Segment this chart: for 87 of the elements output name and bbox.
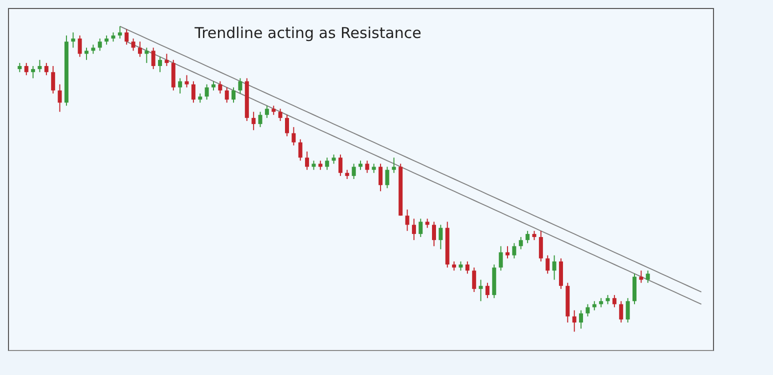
candlestick — [204, 84, 209, 100]
candlestick — [332, 154, 336, 164]
candlestick — [506, 246, 510, 259]
candlestick — [24, 62, 28, 76]
annotation: Trendline acting as Resistance — [194, 24, 422, 42]
candlestick — [619, 300, 624, 324]
candlestick — [272, 105, 276, 116]
candlestick — [606, 294, 610, 305]
candlestick — [151, 47, 156, 70]
candlestick — [38, 59, 42, 73]
candlestick — [372, 163, 376, 174]
candlestick — [639, 270, 644, 284]
candlestick — [412, 218, 416, 241]
candlestick — [425, 218, 430, 228]
candlestick — [552, 254, 556, 280]
candlestick — [124, 28, 129, 46]
candlestick — [392, 157, 396, 174]
candlestick — [512, 242, 516, 259]
candlestick — [292, 126, 296, 146]
candlestick — [238, 78, 242, 94]
candlestick — [472, 267, 476, 292]
candlestick — [465, 260, 470, 274]
candlestick — [572, 310, 576, 332]
candlestick — [218, 80, 222, 94]
candlestick — [418, 218, 423, 238]
candlestick — [438, 224, 443, 250]
candlestick — [526, 230, 530, 244]
candlestick — [532, 230, 536, 241]
candlestick — [452, 260, 456, 272]
candlestick — [284, 114, 289, 137]
candlestick — [118, 26, 122, 40]
candlestick — [131, 38, 136, 52]
candlestick — [111, 32, 116, 42]
candlestick — [232, 86, 236, 104]
candlestick — [305, 151, 310, 170]
candlestick — [405, 209, 410, 232]
candlestick — [211, 80, 216, 91]
candlestick — [18, 62, 22, 73]
candlestick — [478, 279, 483, 302]
candlestick — [626, 298, 630, 324]
candlestick — [298, 138, 302, 162]
candlestick — [264, 105, 269, 118]
candlestick — [138, 41, 142, 58]
candlestick — [385, 166, 390, 189]
candlestick — [318, 160, 322, 170]
candlestick — [144, 47, 149, 64]
candlestick — [31, 66, 36, 79]
candlestick — [278, 108, 282, 122]
candlestick — [579, 310, 584, 330]
candlestick — [178, 78, 182, 94]
candlestick — [252, 111, 256, 131]
candlestick — [358, 160, 362, 170]
candlestick — [198, 93, 202, 104]
candlestick — [91, 44, 96, 54]
candlestick — [546, 254, 550, 274]
candlestick — [345, 169, 350, 180]
candlestick — [498, 246, 503, 272]
candlestick — [646, 270, 650, 284]
candlestick — [58, 84, 62, 112]
candlestick — [184, 74, 189, 88]
candlestick — [84, 47, 89, 60]
candlestick — [325, 157, 330, 170]
candlestick — [191, 80, 196, 104]
candlestick — [312, 160, 316, 170]
candlestick — [485, 282, 490, 299]
candlestick — [365, 160, 370, 174]
candlestick — [432, 221, 436, 247]
candlestick — [71, 32, 76, 48]
candlestick — [518, 236, 523, 250]
candlestick — [586, 304, 590, 317]
candlestick — [258, 111, 262, 128]
candlestick — [378, 163, 383, 192]
candlestick — [352, 163, 356, 180]
candlestick — [78, 34, 82, 58]
candlestick — [164, 53, 169, 67]
candlestick — [612, 294, 616, 308]
candlestick — [158, 56, 162, 73]
candlestick — [338, 154, 342, 176]
candlestick — [98, 38, 102, 52]
candlestick — [224, 86, 229, 104]
candlestick — [599, 298, 604, 308]
candlestick — [104, 34, 109, 46]
candlestick — [44, 62, 48, 76]
candlestick — [458, 260, 463, 272]
candlestick — [538, 230, 543, 262]
candlestick — [592, 300, 596, 311]
candlestick — [51, 66, 56, 94]
